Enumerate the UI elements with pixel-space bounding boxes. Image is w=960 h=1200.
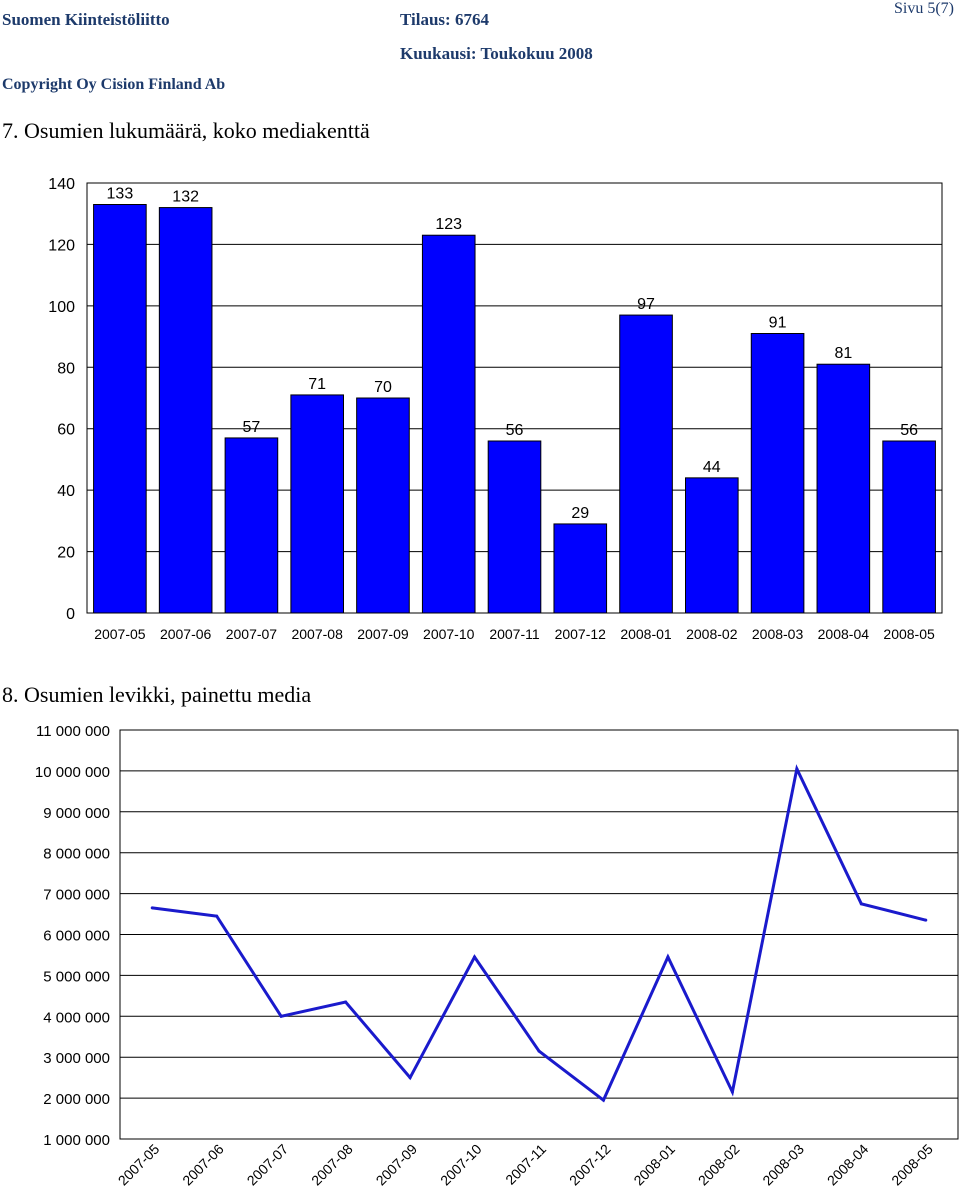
bar bbox=[882, 440, 936, 614]
x-tick-label: 2008-01 bbox=[630, 1141, 678, 1189]
data-point bbox=[859, 902, 863, 906]
data-point bbox=[473, 955, 477, 959]
plot-frame bbox=[119, 729, 959, 1140]
bar bbox=[421, 234, 476, 614]
x-tick-label: 2007-05 bbox=[115, 1141, 163, 1189]
x-tick-label: 2007-12 bbox=[555, 626, 607, 642]
y-tick-label: 3 000 000 bbox=[43, 1050, 110, 1067]
x-tick-label: 2007-06 bbox=[179, 1141, 227, 1189]
bar bbox=[685, 477, 739, 614]
x-tick-label: 2008-04 bbox=[818, 626, 870, 642]
y-tick-label: 80 bbox=[57, 360, 75, 377]
bar bbox=[816, 363, 871, 614]
x-tick-label: 2007-08 bbox=[308, 1141, 356, 1189]
data-point bbox=[924, 918, 928, 922]
bar-value-label: 133 bbox=[107, 186, 134, 203]
data-point bbox=[795, 767, 799, 771]
bar-value-label: 132 bbox=[172, 189, 199, 206]
data-point bbox=[601, 1098, 605, 1102]
bar bbox=[750, 333, 805, 614]
x-tick-label: 2008-03 bbox=[759, 1141, 807, 1189]
bar bbox=[553, 523, 608, 614]
x-tick-label: 2007-09 bbox=[357, 626, 409, 642]
order-number: Tilaus: 6764 bbox=[400, 10, 489, 29]
x-tick-label: 2007-11 bbox=[502, 1141, 549, 1188]
org-name: Suomen Kiinteistöliitto bbox=[2, 10, 170, 29]
x-tick-label: 2008-02 bbox=[686, 626, 738, 642]
y-tick-label: 140 bbox=[48, 176, 75, 193]
y-tick-label: 8 000 000 bbox=[43, 846, 110, 863]
x-tick-label: 2007-09 bbox=[373, 1141, 421, 1189]
y-tick-label: 4 000 000 bbox=[43, 1009, 110, 1026]
y-tick-label: 120 bbox=[48, 237, 75, 254]
x-tick-label: 2008-05 bbox=[888, 1141, 936, 1189]
data-point bbox=[344, 1000, 348, 1004]
page-number: Sivu 5(7) bbox=[894, 0, 954, 17]
x-tick-label: 2007-07 bbox=[244, 1141, 292, 1189]
y-tick-label: 40 bbox=[57, 483, 75, 500]
x-tick-label: 2007-08 bbox=[291, 626, 343, 642]
y-tick-label: 1 000 000 bbox=[43, 1132, 110, 1149]
y-tick-label: 5 000 000 bbox=[43, 968, 110, 985]
data-point bbox=[537, 1049, 541, 1053]
bar bbox=[158, 207, 213, 614]
bar-value-label: 44 bbox=[703, 459, 721, 476]
data-point bbox=[279, 1014, 283, 1018]
bar-value-label: 29 bbox=[571, 505, 589, 522]
y-tick-label: 100 bbox=[48, 299, 75, 316]
x-tick-label: 2007-12 bbox=[566, 1141, 614, 1189]
y-tick-label: 10 000 000 bbox=[35, 764, 110, 781]
section-7-title: 7. Osumien lukumäärä, koko mediakenttä bbox=[2, 118, 370, 143]
bar bbox=[619, 314, 673, 614]
bar bbox=[224, 437, 279, 614]
y-tick-label: 6 000 000 bbox=[43, 928, 110, 945]
data-point bbox=[150, 906, 154, 910]
report-month: Kuukausi: Toukokuu 2008 bbox=[400, 44, 593, 63]
x-tick-label: 2007-05 bbox=[94, 626, 146, 642]
bar-value-label: 56 bbox=[900, 422, 918, 439]
bar-value-label: 97 bbox=[637, 296, 655, 313]
bar-value-label: 81 bbox=[834, 345, 852, 362]
x-tick-label: 2008-02 bbox=[695, 1141, 743, 1189]
y-tick-label: 11 000 000 bbox=[36, 723, 110, 740]
data-point bbox=[730, 1090, 734, 1094]
data-point bbox=[215, 914, 219, 918]
x-tick-label: 2007-10 bbox=[423, 626, 475, 642]
x-tick-label: 2007-11 bbox=[489, 626, 540, 642]
y-tick-label: 7 000 000 bbox=[43, 887, 110, 904]
x-tick-label: 2007-10 bbox=[437, 1141, 485, 1189]
x-tick-label: 2008-05 bbox=[883, 626, 935, 642]
bar bbox=[290, 394, 344, 614]
bar-value-label: 57 bbox=[243, 419, 261, 436]
y-tick-label: 2 000 000 bbox=[43, 1091, 110, 1108]
y-tick-label: 9 000 000 bbox=[43, 805, 110, 822]
x-tick-label: 2008-03 bbox=[752, 626, 804, 642]
x-tick-label: 2008-04 bbox=[824, 1141, 872, 1189]
bar bbox=[487, 440, 542, 614]
bar-value-label: 56 bbox=[506, 422, 524, 439]
bar bbox=[93, 204, 147, 614]
bar-value-label: 70 bbox=[374, 379, 392, 396]
section-8-title: 8. Osumien levikki, painettu media bbox=[2, 682, 312, 707]
x-tick-label: 2007-07 bbox=[226, 626, 278, 642]
copyright: Copyright Oy Cision Finland Ab bbox=[2, 76, 226, 93]
bar-value-label: 91 bbox=[769, 315, 787, 332]
y-tick-label: 20 bbox=[57, 545, 75, 562]
y-tick-label: 0 bbox=[66, 606, 75, 623]
x-tick-label: 2007-06 bbox=[160, 626, 212, 642]
x-tick-label: 2008-01 bbox=[620, 626, 672, 642]
data-point bbox=[666, 955, 670, 959]
bar-value-label: 71 bbox=[308, 376, 326, 393]
bar-chart: 0 20 40 60 80 100 120 140 133 2007-05 132 2007-06 57… bbox=[48, 176, 943, 642]
y-tick-label: 60 bbox=[57, 422, 75, 439]
bar-value-label: 123 bbox=[435, 216, 462, 233]
bar bbox=[356, 397, 410, 614]
data-point bbox=[408, 1076, 412, 1080]
